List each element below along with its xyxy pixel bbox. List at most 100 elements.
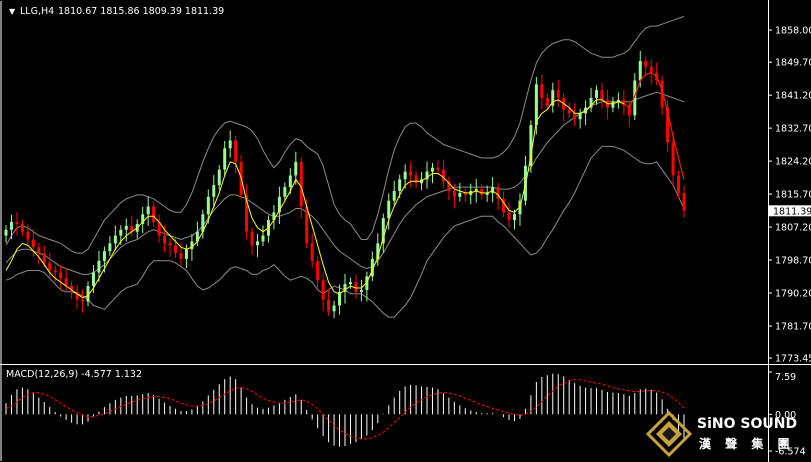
candle-body	[649, 66, 653, 73]
candle	[212, 175, 216, 209]
candle-body	[327, 299, 331, 312]
price-panel[interactable]	[4, 15, 686, 319]
candle-body	[633, 80, 637, 116]
candle-body	[42, 253, 46, 263]
candle	[113, 225, 117, 251]
candle-body	[589, 97, 593, 108]
candle	[376, 233, 380, 266]
candle	[288, 168, 292, 195]
candle	[660, 75, 664, 115]
candle-body	[113, 235, 117, 244]
candle	[327, 289, 331, 316]
candle	[485, 185, 489, 202]
candle-body	[228, 140, 232, 149]
candle-body	[119, 229, 123, 236]
candle	[4, 225, 8, 243]
candle	[491, 177, 495, 203]
candle	[152, 201, 156, 227]
candle-body	[611, 101, 615, 108]
candle-body	[97, 260, 101, 273]
candle	[458, 182, 462, 202]
candle-body	[540, 84, 544, 98]
candle-body	[245, 194, 249, 232]
candle	[573, 103, 577, 127]
candle-body	[529, 125, 533, 166]
candle-body	[392, 190, 396, 201]
candle	[321, 272, 325, 312]
candle-body	[157, 222, 161, 236]
price-axis: 1858.00 1849.70 1841.20 1832.70 1824.20 1815.…	[768, 26, 811, 365]
candlesticks	[4, 50, 686, 319]
candle	[414, 170, 418, 188]
candle	[392, 180, 396, 206]
candle	[671, 132, 675, 188]
price-tick-label: 1841.20	[775, 91, 811, 102]
candle-body	[190, 241, 194, 250]
candle	[578, 108, 582, 129]
candle-body	[223, 148, 227, 170]
macd-panel[interactable]	[5, 373, 685, 447]
candle-body	[600, 90, 604, 100]
candle-body	[682, 192, 686, 211]
macd-label: MACD(12,26,9) -4.577 1.132	[6, 369, 142, 380]
candle	[556, 80, 560, 108]
candle-body	[294, 161, 298, 176]
candle	[529, 120, 533, 173]
bollinger-middle	[5, 91, 685, 275]
candle-body	[644, 61, 648, 67]
candle-body	[272, 212, 276, 221]
candle	[124, 218, 128, 242]
candle-body	[26, 231, 30, 240]
candle-body	[70, 286, 74, 292]
candle-body	[573, 113, 577, 120]
candle-body	[616, 99, 620, 102]
candle	[616, 92, 620, 109]
candle	[26, 224, 30, 247]
candle	[600, 82, 604, 110]
candle-body	[343, 284, 347, 292]
candle-body	[321, 280, 325, 300]
candle-body	[206, 196, 210, 215]
logo-emblem-icon	[645, 410, 693, 458]
price-tick-label: 1798.70	[775, 256, 811, 267]
candle-body	[48, 262, 52, 271]
candle-body	[556, 90, 560, 98]
candle-body	[4, 229, 8, 236]
candle	[97, 250, 101, 282]
price-tick-label: 1824.20	[775, 157, 811, 168]
candle	[441, 159, 445, 189]
candle-body	[480, 189, 484, 195]
candle-body	[20, 223, 24, 232]
candle-body	[359, 289, 363, 292]
candle-body	[53, 270, 57, 273]
candle	[277, 186, 281, 224]
candle-body	[354, 282, 358, 292]
candle-body	[348, 282, 352, 285]
macd-axis: 7.59 0.00 -6.574	[768, 371, 806, 458]
candle-body	[425, 171, 429, 180]
candle-body	[168, 243, 172, 246]
candle-body	[130, 225, 134, 232]
candle-body	[31, 239, 35, 248]
candle	[261, 225, 265, 247]
candle	[677, 170, 681, 198]
collapse-triangle-icon[interactable]: ▼	[9, 7, 16, 16]
logo-name-en: SiNO SOUND	[697, 416, 797, 432]
candle	[64, 268, 68, 291]
candle	[228, 130, 232, 158]
candle	[507, 202, 511, 228]
candle-body	[430, 167, 434, 172]
candle-body	[671, 142, 675, 176]
candle	[283, 182, 287, 202]
candle-body	[595, 90, 599, 98]
candle-body	[491, 187, 495, 193]
candle	[348, 277, 352, 289]
price-tick-label: 1790.20	[775, 289, 811, 300]
candle	[234, 135, 238, 174]
candle	[272, 204, 276, 230]
candle	[245, 184, 249, 239]
current-price-value: 1811.39	[773, 206, 811, 217]
candle	[387, 193, 391, 230]
